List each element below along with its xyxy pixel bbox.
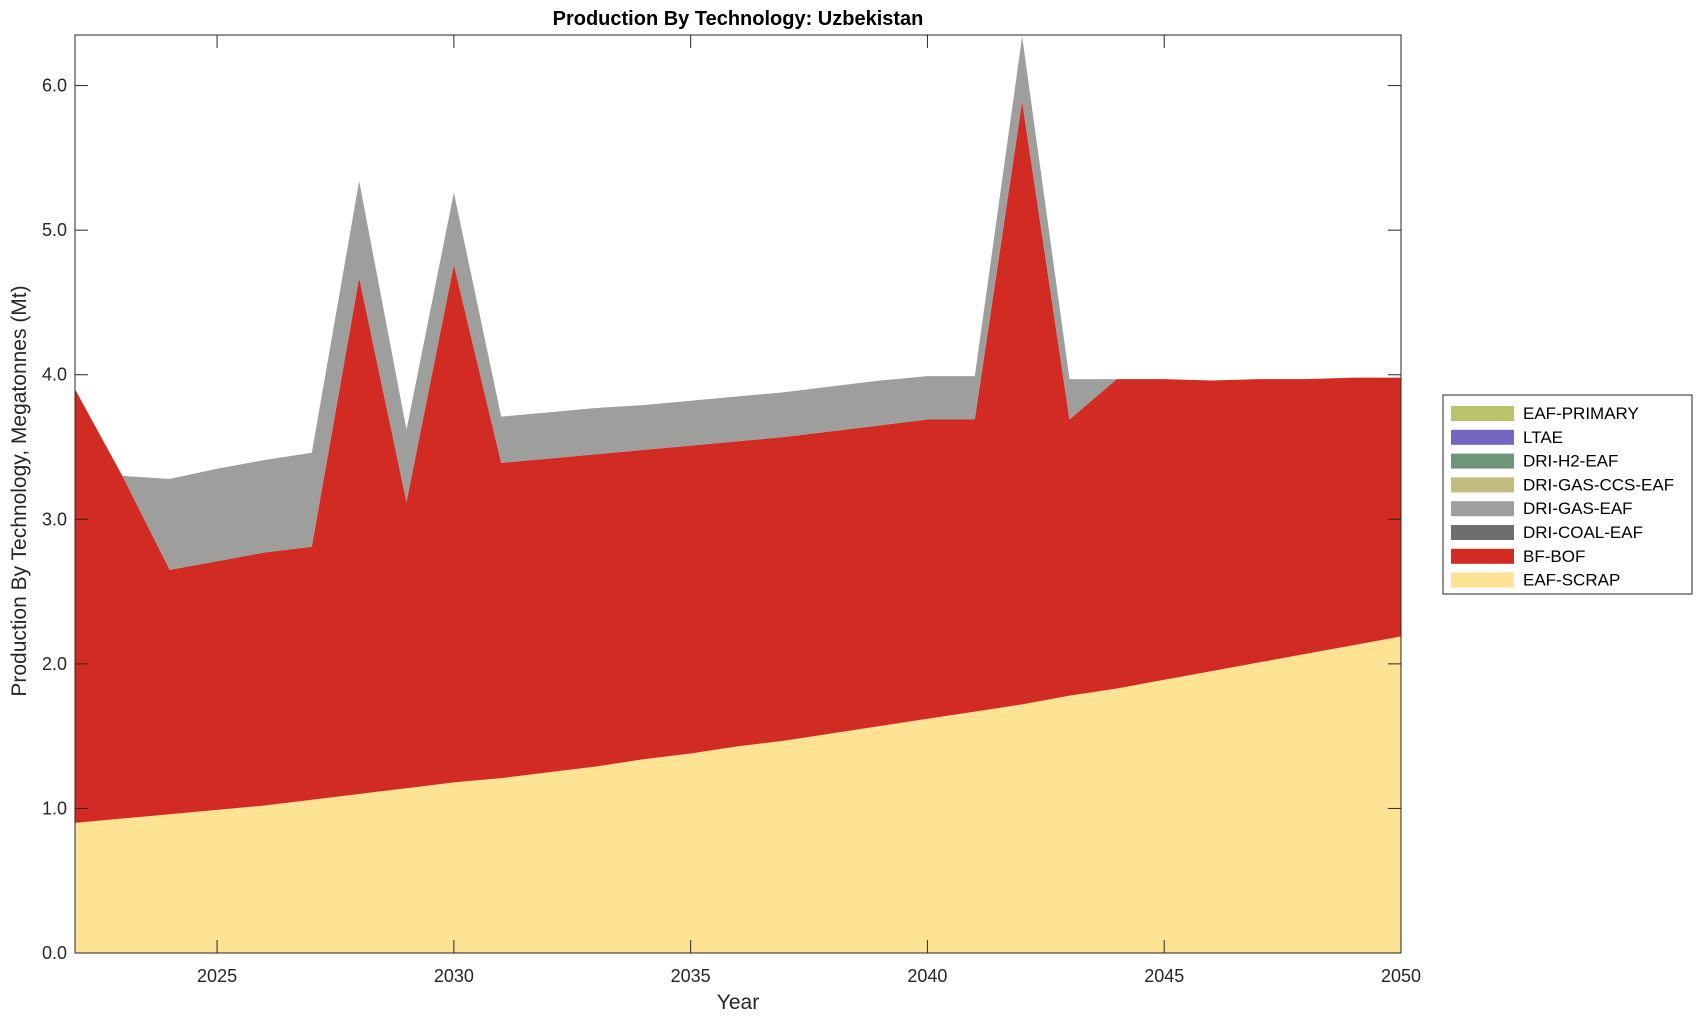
legend: EAF-PRIMARY LTAE DRI-H2-EAF DRI-GAS-CCS-EAF…: [1442, 394, 1693, 595]
legend-label: BF-BOF: [1523, 547, 1585, 566]
x-tick-label: 2035: [671, 966, 711, 986]
y-axis-label: Production By Technology, Megatonnes (Mt…: [8, 285, 31, 696]
legend-label: EAF-SCRAP: [1523, 571, 1620, 590]
legend-label: DRI-GAS-EAF: [1523, 499, 1633, 518]
plot-area: [75, 36, 1401, 953]
x-tick-2040: 2040: [907, 35, 947, 986]
legend-label: EAF-PRIMARY: [1523, 404, 1639, 423]
area-bf-bof: [75, 101, 1401, 823]
legend-entry-dri-gas-eaf: DRI-GAS-EAF: [1451, 499, 1633, 518]
y-tick-label: 4.0: [42, 365, 67, 385]
legend-swatch: [1451, 548, 1514, 564]
legend-label: LTAE: [1523, 428, 1563, 447]
axes-box: [74, 34, 1402, 954]
y-tick-label: 6.0: [42, 76, 67, 96]
y-tick-6: 6.0: [42, 76, 1401, 96]
legend-swatch: [1451, 429, 1514, 445]
x-tick-label: 2025: [197, 966, 237, 986]
y-tick-label: 5.0: [42, 220, 67, 240]
legend-entry-dri-coal-eaf: DRI-COAL-EAF: [1451, 523, 1643, 542]
y-tick-5: 5.0: [42, 220, 1401, 240]
y-tick-label: 2.0: [42, 654, 67, 674]
x-tick-2045: 2045: [1144, 35, 1184, 986]
x-tick-2050: 2050: [1381, 35, 1421, 986]
legend-label: DRI-COAL-EAF: [1523, 523, 1643, 542]
y-tick-2: 2.0: [42, 654, 1401, 674]
x-tick-2025: 2025: [197, 35, 237, 986]
x-tick-label: 2045: [1144, 966, 1184, 986]
chart-title: Production By Technology: Uzbekistan: [553, 8, 924, 30]
legend-label: DRI-H2-EAF: [1523, 452, 1618, 471]
legend-label: DRI-GAS-CCS-EAF: [1523, 475, 1674, 494]
legend-swatch: [1451, 501, 1514, 517]
axes: 2025 2030 2035 2040 2045 2050 0.0 1.0 2.0 3.0 4.0 5…: [42, 34, 1421, 986]
legend-swatch: [1451, 406, 1514, 421]
x-tick-label: 2050: [1381, 966, 1421, 986]
legend-swatch: [1451, 525, 1514, 540]
y-tick-label: 3.0: [42, 509, 67, 529]
legend-entry-eaf-scrap: EAF-SCRAP: [1451, 571, 1620, 590]
legend-entry-ltae: LTAE: [1451, 428, 1563, 447]
legend-entry-eaf-primary: EAF-PRIMARY: [1451, 404, 1639, 423]
legend-entry-bf-bof: BF-BOF: [1451, 547, 1585, 566]
legend-swatch: [1451, 477, 1514, 493]
y-tick-1: 1.0: [42, 798, 1401, 818]
legend-swatch: [1451, 572, 1514, 588]
x-tick-2035: 2035: [671, 35, 711, 986]
y-tick-4: 4.0: [42, 365, 1401, 385]
area-eaf-scrap: [75, 636, 1401, 953]
y-tick-3: 3.0: [42, 509, 1401, 529]
x-tick-label: 2040: [907, 966, 947, 986]
y-tick-label: 1.0: [42, 798, 67, 818]
y-tick-0: 0.0: [42, 943, 1401, 963]
x-tick-2030: 2030: [434, 35, 474, 986]
area-dri-gas-eaf: [75, 36, 1401, 570]
legend-entry-dri-h2-eaf: DRI-H2-EAF: [1451, 452, 1618, 471]
legend-swatch: [1451, 453, 1514, 469]
x-axis-label: Year: [717, 991, 759, 1014]
y-tick-label: 0.0: [42, 943, 67, 963]
x-tick-label: 2030: [434, 966, 474, 986]
legend-entry-dri-gas-ccs-eaf: DRI-GAS-CCS-EAF: [1451, 475, 1674, 494]
